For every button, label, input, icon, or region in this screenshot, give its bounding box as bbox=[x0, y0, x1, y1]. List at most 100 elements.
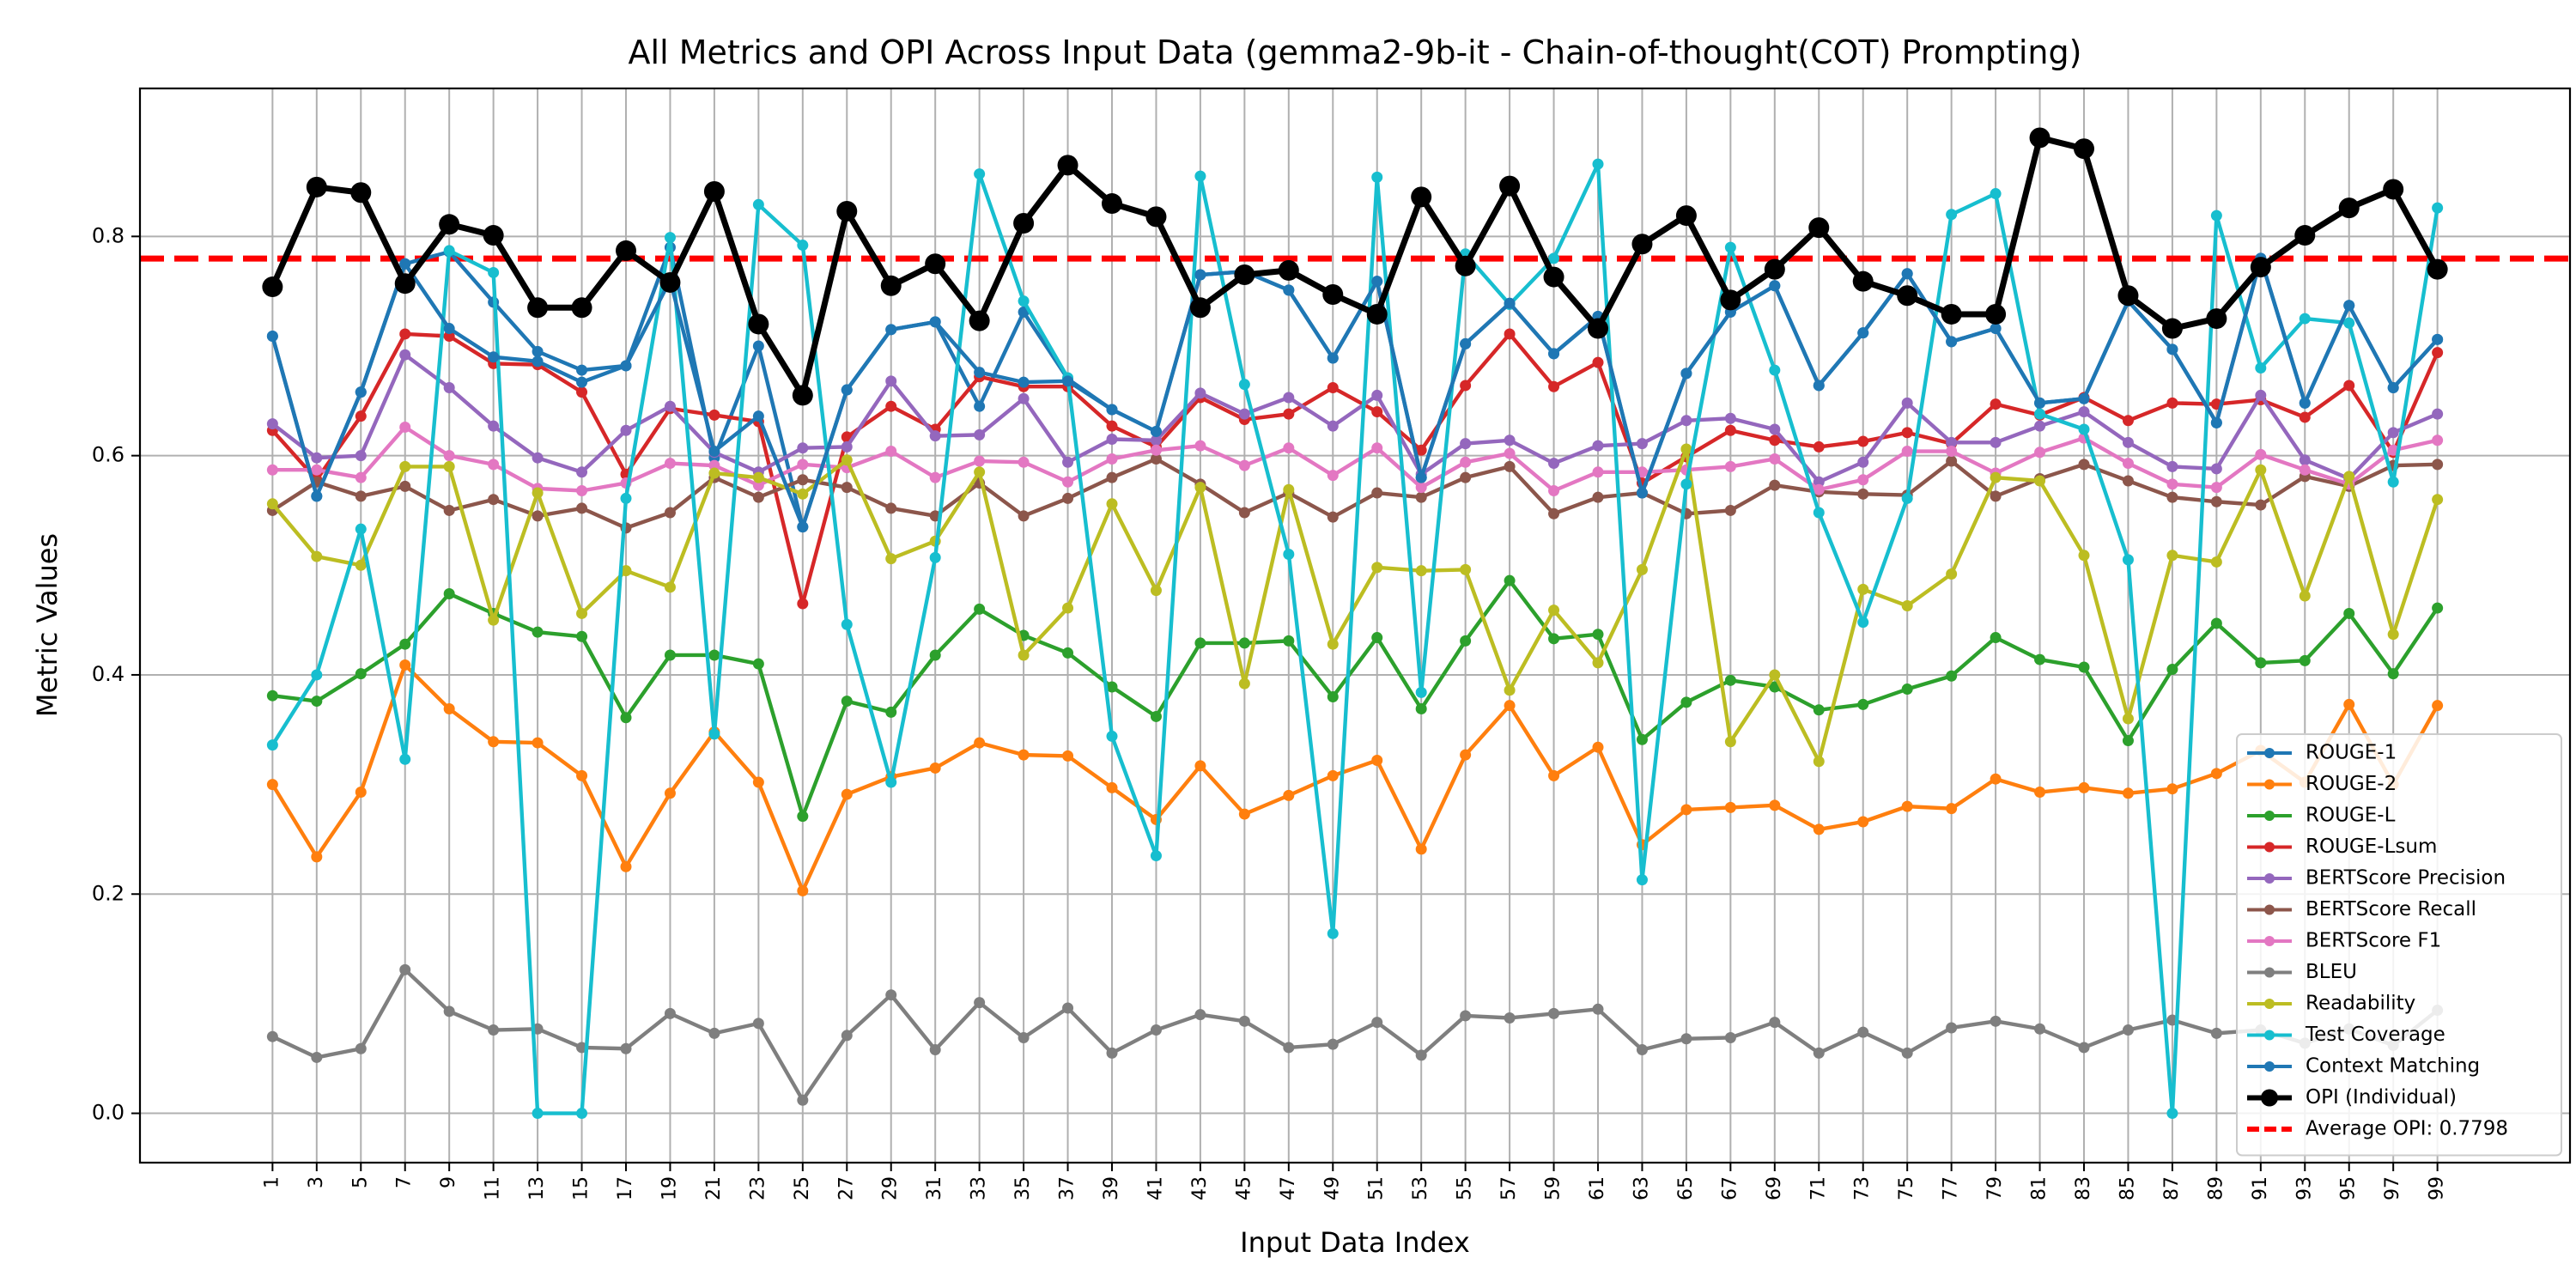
x-tick-label: 27 bbox=[835, 1176, 857, 1200]
data-point bbox=[2166, 550, 2178, 562]
data-point bbox=[1813, 1047, 1825, 1059]
data-point bbox=[1150, 444, 1162, 456]
data-point bbox=[1327, 927, 1339, 939]
data-point bbox=[488, 614, 500, 626]
y-ticks: 0.0 0.2 0.4 0.6 0.8 bbox=[92, 223, 140, 1125]
data-point bbox=[2427, 258, 2448, 280]
data-point bbox=[1990, 773, 2002, 785]
data-point bbox=[708, 459, 720, 471]
data-point bbox=[1415, 491, 1427, 503]
data-point bbox=[974, 997, 986, 1009]
x-tick-label: 1 bbox=[261, 1176, 283, 1188]
data-point bbox=[1189, 297, 1211, 319]
data-point bbox=[929, 471, 941, 483]
data-point bbox=[1592, 629, 1604, 641]
data-point bbox=[1238, 379, 1250, 391]
data-point bbox=[1636, 563, 1648, 575]
data-point bbox=[1145, 206, 1167, 228]
data-point bbox=[797, 1094, 809, 1106]
data-point bbox=[620, 860, 632, 872]
data-point bbox=[1720, 289, 1741, 311]
data-point bbox=[2034, 408, 2046, 420]
data-point bbox=[576, 386, 588, 398]
data-point bbox=[836, 200, 858, 222]
data-point bbox=[1415, 1049, 1427, 1061]
data-point bbox=[2432, 434, 2444, 447]
data-point bbox=[1504, 434, 1516, 447]
data-point bbox=[2210, 463, 2222, 475]
x-tick-label: 47 bbox=[1278, 1176, 1299, 1200]
data-point bbox=[399, 753, 411, 765]
data-point bbox=[1013, 213, 1035, 234]
data-point bbox=[797, 459, 809, 471]
data-point bbox=[1769, 479, 1781, 491]
data-point bbox=[576, 364, 588, 376]
series-rouge-2 bbox=[266, 659, 2444, 896]
data-point bbox=[399, 638, 411, 650]
series-line bbox=[272, 425, 2439, 493]
legend-label: ROUGE-2 bbox=[2306, 773, 2397, 795]
data-point bbox=[532, 737, 544, 749]
data-point bbox=[1460, 438, 1472, 450]
data-point bbox=[1680, 415, 1692, 427]
y-tick-label: 0.8 bbox=[92, 223, 125, 247]
data-point bbox=[1897, 285, 1918, 307]
x-tick-label: 9 bbox=[438, 1176, 459, 1188]
data-point bbox=[399, 963, 411, 975]
data-point bbox=[752, 491, 764, 503]
data-point bbox=[1460, 380, 1472, 392]
data-point bbox=[266, 464, 278, 476]
data-point bbox=[2299, 313, 2311, 325]
data-point bbox=[443, 323, 455, 335]
data-point bbox=[1327, 511, 1339, 523]
x-tick-label: 75 bbox=[1896, 1176, 1917, 1200]
data-point bbox=[2166, 397, 2178, 409]
data-point bbox=[1592, 356, 1604, 368]
data-point bbox=[2387, 427, 2399, 439]
data-point bbox=[708, 467, 720, 479]
data-point bbox=[2432, 494, 2444, 506]
x-tick-label: 89 bbox=[2205, 1176, 2227, 1200]
x-tick-label: 5 bbox=[349, 1176, 371, 1188]
legend-label: Test Coverage bbox=[2305, 1024, 2445, 1046]
x-tick-label: 31 bbox=[924, 1176, 945, 1200]
x-tick-label: 43 bbox=[1189, 1176, 1211, 1200]
data-point bbox=[1106, 498, 1118, 510]
legend-entry: OPI (Individual) bbox=[2247, 1086, 2457, 1109]
data-point bbox=[2074, 138, 2094, 160]
data-point bbox=[1327, 690, 1339, 702]
series-line bbox=[272, 578, 2439, 818]
x-tick-label: 11 bbox=[483, 1176, 504, 1200]
data-point bbox=[2078, 661, 2090, 673]
data-point bbox=[1106, 781, 1118, 793]
data-point bbox=[2034, 653, 2046, 665]
data-point bbox=[1764, 258, 1785, 280]
data-point bbox=[1327, 470, 1339, 482]
data-point bbox=[1592, 440, 1604, 452]
data-point bbox=[2078, 459, 2090, 471]
data-point bbox=[355, 410, 367, 422]
data-point bbox=[1548, 1007, 1560, 1019]
data-point bbox=[1990, 436, 2002, 448]
data-point bbox=[2034, 420, 2046, 432]
data-point bbox=[2343, 607, 2355, 619]
data-point bbox=[2034, 397, 2046, 409]
series-readability bbox=[266, 443, 2444, 768]
legend-entry: Context Matching bbox=[2247, 1055, 2480, 1078]
data-point bbox=[974, 168, 986, 180]
data-point bbox=[1283, 635, 1295, 647]
data-point bbox=[2387, 381, 2399, 393]
data-point bbox=[1371, 171, 1383, 183]
data-point bbox=[1504, 700, 1516, 712]
series-line bbox=[271, 968, 2439, 1103]
data-point bbox=[1813, 823, 1825, 835]
data-point bbox=[880, 275, 902, 296]
data-point bbox=[1813, 483, 1825, 495]
data-point bbox=[1946, 568, 1958, 580]
x-tick-label: 71 bbox=[1807, 1176, 1829, 1200]
data-point bbox=[1857, 327, 1869, 339]
data-point bbox=[394, 273, 416, 295]
data-point bbox=[1018, 392, 1030, 404]
data-point bbox=[532, 452, 544, 464]
data-point bbox=[1504, 328, 1516, 340]
